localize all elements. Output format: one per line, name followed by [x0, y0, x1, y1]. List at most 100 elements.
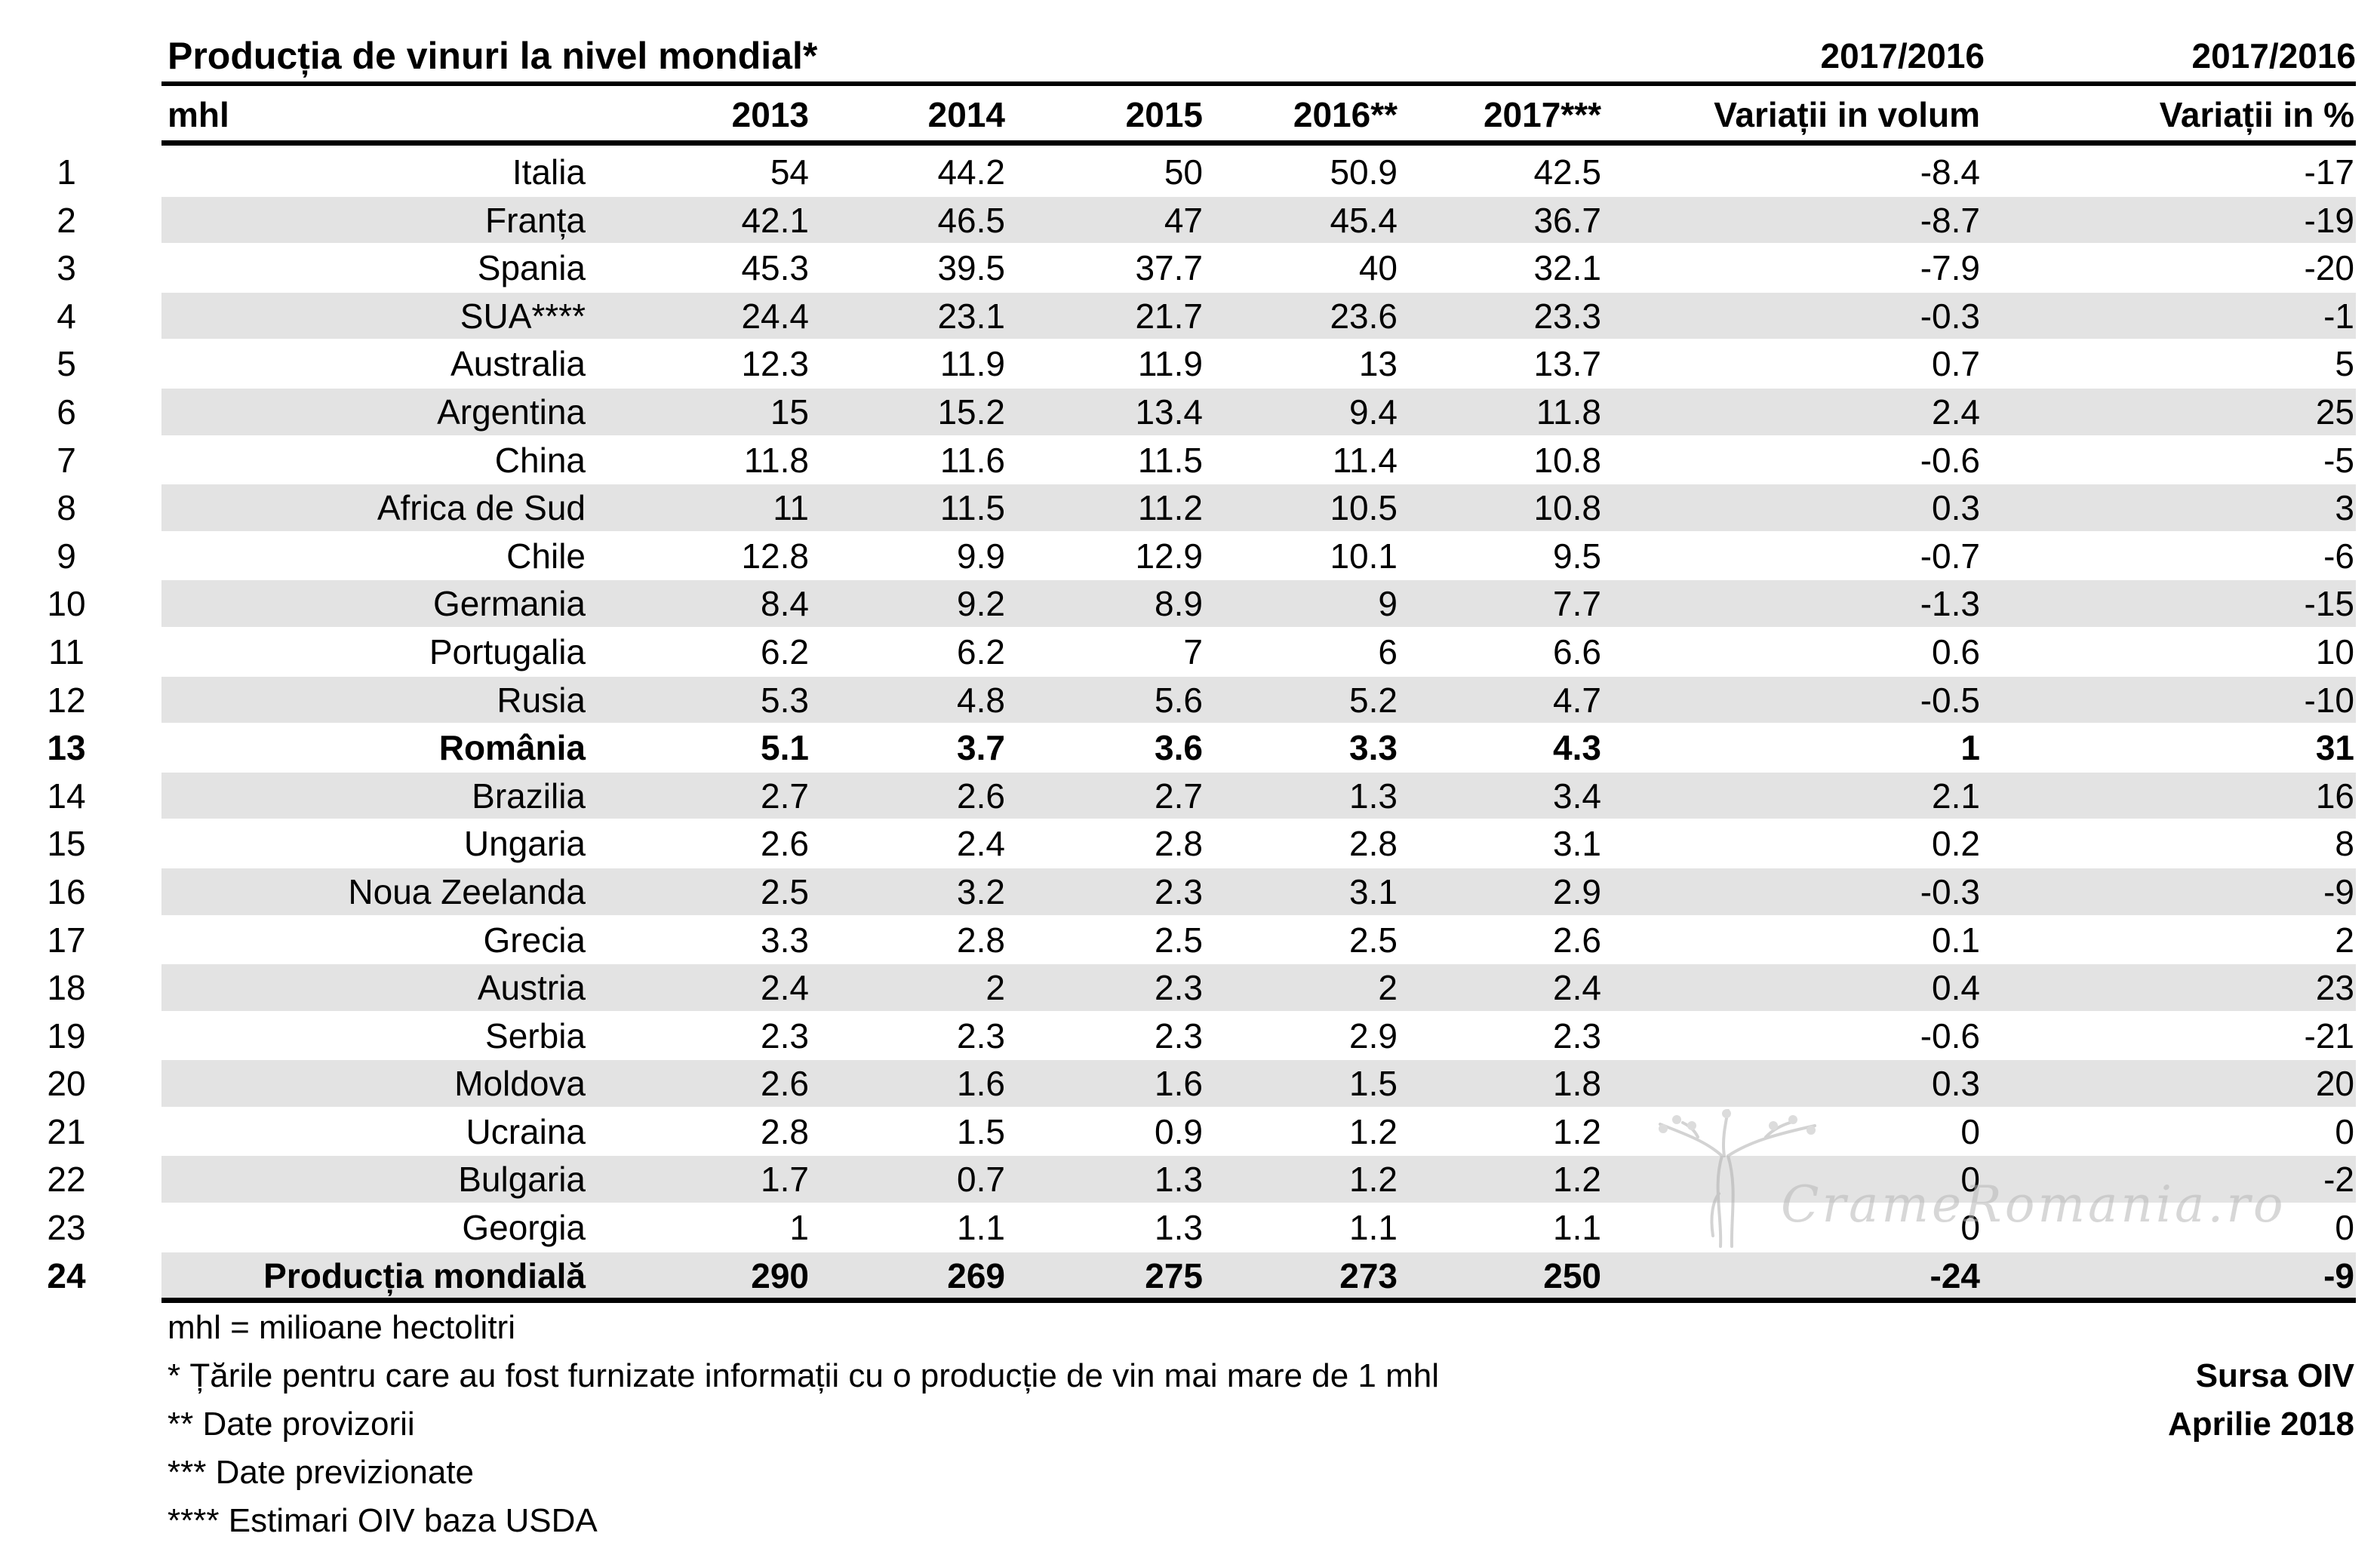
value-2017-cell: 10.8	[1533, 440, 1601, 480]
value-2013-cell: 11	[773, 488, 809, 528]
table-row: 11 Portugalia 6.2 6.2 7 6 6.6 0.6 10	[0, 628, 2380, 676]
table-row: 22 Bulgaria 1.7 0.7 1.3 1.2 1.2 0 -2	[0, 1155, 2380, 1203]
value-2016-cell: 11.4	[1332, 440, 1398, 480]
table-title: Producția de vinuri la nivel mondial*	[168, 35, 818, 77]
percent-change-cell: 16	[2315, 776, 2354, 816]
value-2013-cell: 45.3	[741, 248, 809, 288]
percent-change-cell: 23	[2315, 968, 2354, 1008]
value-2017-cell: 4.3	[1553, 728, 1601, 768]
rank-cell: 21	[47, 1111, 86, 1151]
volume-change-cell: 0.3	[1932, 1064, 1980, 1104]
value-2017-cell: 1.2	[1553, 1160, 1601, 1200]
value-2014-cell: 15.2	[937, 392, 1005, 432]
country-cell: Argentina	[437, 392, 586, 432]
value-2014-cell: 11.6	[939, 440, 1005, 480]
country-cell: Portugalia	[429, 631, 586, 671]
table-row: 19 Serbia 2.3 2.3 2.3 2.9 2.3 -0.6 -21	[0, 1012, 2380, 1060]
volume-change-cell: 0.6	[1932, 631, 1980, 671]
footnotes: mhl = milioane hectolitri * Țările pentr…	[168, 1304, 1439, 1545]
country-cell: Noua Zeelanda	[348, 871, 586, 911]
value-2014-cell: 11.9	[939, 344, 1005, 384]
value-2015-cell: 5.6	[1155, 680, 1203, 720]
value-2015-cell: 1.3	[1155, 1208, 1203, 1248]
value-2014-cell: 2.8	[957, 920, 1005, 960]
value-2017-cell: 1.1	[1553, 1208, 1601, 1248]
value-2016-cell: 23.6	[1330, 296, 1398, 336]
table-row: 17 Grecia 3.3 2.8 2.5 2.5 2.6 0.1 2	[0, 916, 2380, 964]
rank-cell: 1	[57, 152, 76, 192]
value-2015-cell: 47	[1164, 200, 1203, 240]
country-cell: Moldova	[454, 1064, 586, 1104]
top-rule	[161, 81, 2356, 86]
country-cell: România	[438, 728, 586, 768]
value-2013-cell: 11.8	[743, 440, 809, 480]
value-2017-cell: 23.3	[1533, 296, 1601, 336]
footnote-2: ** Date provizorii	[168, 1406, 415, 1443]
country-cell: China	[494, 440, 586, 480]
volume-change-cell: 0.1	[1932, 920, 1980, 960]
value-2017-cell: 7.7	[1553, 584, 1601, 624]
rank-cell: 23	[47, 1208, 86, 1248]
value-2015-cell: 21.7	[1135, 296, 1203, 336]
value-2013-cell: 2.4	[761, 968, 809, 1008]
value-2016-cell: 1.5	[1349, 1064, 1398, 1104]
value-2017-cell: 9.5	[1553, 536, 1601, 576]
country-cell: Franța	[485, 200, 586, 240]
volume-change-cell: 2.1	[1932, 776, 1980, 816]
value-2016-cell: 3.1	[1349, 871, 1398, 911]
volume-change-cell: 0	[1960, 1208, 1980, 1248]
table-row: 9 Chile 12.8 9.9 12.9 10.1 9.5 -0.7 -6	[0, 532, 2380, 580]
rank-cell: 2	[57, 200, 76, 240]
table-row: 20 Moldova 2.6 1.6 1.6 1.5 1.8 0.3 20	[0, 1059, 2380, 1108]
percent-change-cell: -19	[2304, 200, 2354, 240]
value-2014-cell: 3.2	[957, 871, 1005, 911]
value-2016-cell: 2	[1378, 968, 1398, 1008]
table-body: 1 Italia 54 44.2 50 50.9 42.5 -8.4 -17 2 Franța 42.…	[0, 148, 2380, 1299]
country-cell: Georgia	[462, 1208, 586, 1248]
country-cell: Germania	[433, 584, 586, 624]
rank-cell: 19	[47, 1016, 86, 1056]
value-2013-cell: 12.8	[741, 536, 809, 576]
country-cell: Italia	[512, 152, 586, 192]
value-2015-cell: 2.3	[1155, 1016, 1203, 1056]
value-2016-cell: 2.5	[1349, 920, 1398, 960]
value-2015-cell: 37.7	[1135, 248, 1203, 288]
percent-change-cell: -9	[2323, 1255, 2354, 1295]
table-row: 10 Germania 8.4 9.2 8.9 9 7.7 -1.3 -15	[0, 579, 2380, 628]
volume-change-cell: 2.4	[1932, 392, 1980, 432]
percent-change-cell: -15	[2304, 584, 2354, 624]
value-2014-cell: 4.8	[957, 680, 1005, 720]
value-2015-cell: 2.3	[1155, 871, 1203, 911]
percent-change-cell: 0	[2335, 1111, 2354, 1151]
value-2013-cell: 6.2	[761, 631, 809, 671]
value-2017-cell: 2.9	[1553, 871, 1601, 911]
table-row: 15 Ungaria 2.6 2.4 2.8 2.8 3.1 0.2 8	[0, 819, 2380, 868]
percent-change-cell: -9	[2323, 871, 2354, 911]
value-2014-cell: 1.1	[957, 1208, 1005, 1248]
value-2015-cell: 2.7	[1155, 776, 1203, 816]
value-2013-cell: 2.6	[761, 1064, 809, 1104]
country-cell: Bulgaria	[458, 1160, 586, 1200]
value-2016-cell: 13	[1358, 344, 1398, 384]
value-2016-cell: 9.4	[1349, 392, 1398, 432]
rank-cell: 20	[47, 1064, 86, 1104]
volume-period-header: 2017/2016	[1820, 36, 1985, 75]
value-2015-cell: 13.4	[1135, 392, 1203, 432]
table-row: 1 Italia 54 44.2 50 50.9 42.5 -8.4 -17	[0, 148, 2380, 196]
table-row: 13 România 5.1 3.7 3.6 3.3 4.3 1 31	[0, 724, 2380, 772]
value-2015-cell: 7	[1183, 631, 1203, 671]
percent-change-cell: -20	[2304, 248, 2354, 288]
volume-change-cell: 0	[1960, 1160, 1980, 1200]
value-2017-cell: 3.4	[1553, 776, 1601, 816]
value-2013-cell: 2.7	[761, 776, 809, 816]
footnote-1: * Țările pentru care au fost furnizate i…	[168, 1357, 1440, 1394]
country-cell: Africa de Sud	[377, 488, 586, 528]
value-2014-cell: 23.1	[937, 296, 1005, 336]
value-2013-cell: 15	[770, 392, 809, 432]
table-row: 21 Ucraina 2.8 1.5 0.9 1.2 1.2 0 0	[0, 1108, 2380, 1156]
header-2013: 2013	[731, 95, 809, 134]
percent-change-cell: 25	[2315, 392, 2354, 432]
percent-change-cell: -2	[2323, 1160, 2354, 1200]
value-2015-cell: 1.3	[1155, 1160, 1203, 1200]
value-2016-cell: 10.5	[1330, 488, 1398, 528]
